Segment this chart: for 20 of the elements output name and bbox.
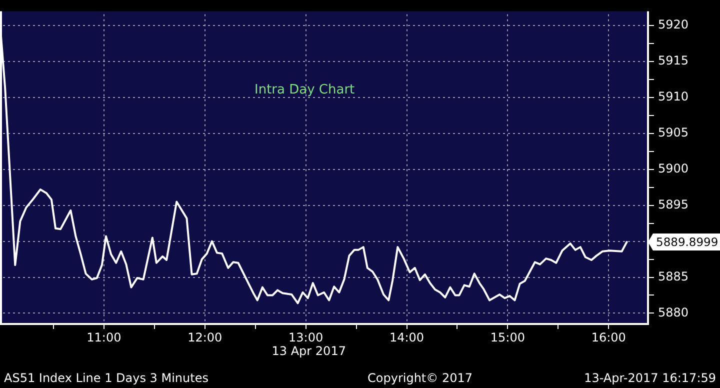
text: AS51 Index Line 1 Days 3 Minutes	[4, 371, 208, 386]
x-tick-label: 16:00	[591, 330, 626, 344]
annotation: 5889.8999	[656, 235, 718, 250]
y-tick-label: 5920	[658, 18, 689, 32]
y-tick-label: 5885	[658, 269, 689, 284]
y-tick-label: 5880	[658, 305, 689, 320]
x-axis-title: 13 Apr 2017	[272, 344, 346, 358]
y-tick-label: 5915	[658, 54, 689, 68]
x-tick-label: 11:00	[86, 330, 122, 344]
y-tick-label: 5905	[658, 126, 689, 140]
x-tick-label: 13:00	[288, 330, 324, 344]
x-tick-label: 15:00	[490, 330, 525, 344]
text: Intra Day Chart	[254, 82, 355, 98]
text: 13-Apr-2017 16:17:59	[584, 371, 716, 386]
text: Copyright© 2017	[368, 371, 472, 386]
y-tick-label: 5900	[658, 162, 689, 176]
x-tick-label: 12:00	[188, 330, 222, 344]
y-tick-label: 5895	[658, 197, 689, 212]
y-tick-label: 5910	[658, 90, 689, 104]
x-tick-label: 14:00	[389, 330, 424, 344]
